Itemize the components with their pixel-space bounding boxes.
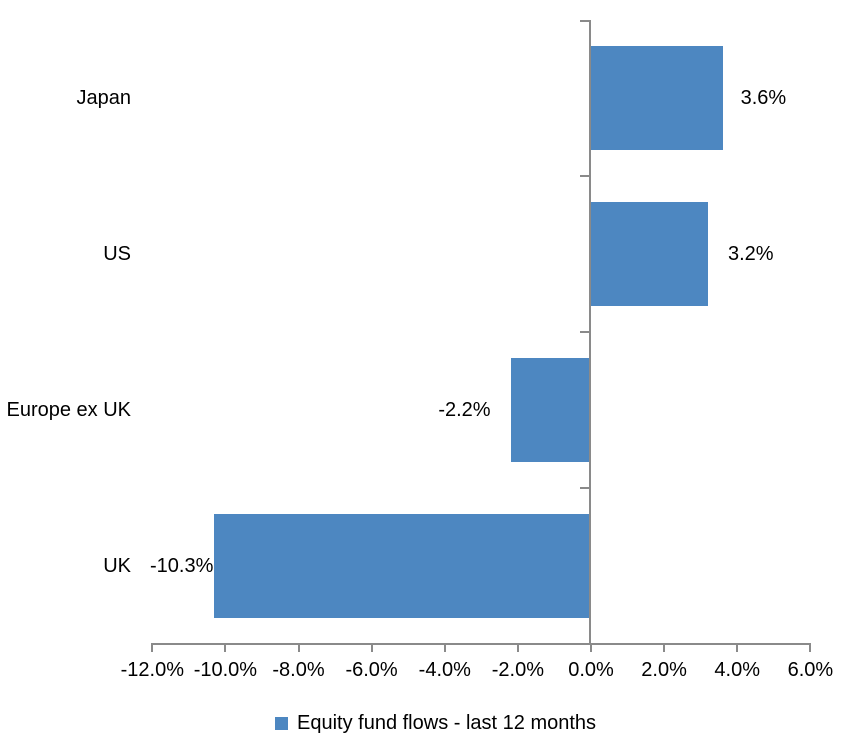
- bar-us: [591, 202, 708, 306]
- value-axis-label--6.0%: -6.0%: [345, 659, 398, 681]
- category-label-us: US: [103, 243, 131, 265]
- value-axis-line: [151, 643, 811, 645]
- category-label-europe-ex-uk: Europe ex UK: [6, 399, 131, 421]
- data-label-3.2%: 3.2%: [728, 243, 774, 265]
- category-axis-tick: [580, 175, 589, 177]
- category-label-uk: UK: [103, 555, 131, 577]
- value-axis-tick-6.0%: [809, 645, 812, 652]
- category-label-japan: Japan: [76, 87, 132, 109]
- value-axis-tick--8.0%: [297, 645, 300, 652]
- value-axis-tick--12.0%: [151, 645, 154, 652]
- data-label--10.3%: -10.3%: [150, 555, 214, 577]
- value-axis-label-2.0%: 2.0%: [641, 659, 687, 681]
- value-axis-tick-4.0%: [736, 645, 739, 652]
- category-axis-tick: [580, 331, 589, 333]
- category-axis-line: [589, 20, 591, 645]
- value-axis-tick-0.0%: [590, 645, 592, 652]
- bar-uk: [214, 514, 591, 618]
- value-axis-tick--2.0%: [516, 645, 519, 652]
- legend: Equity fund flows - last 12 months: [275, 710, 596, 737]
- bar-europe-ex-uk: [510, 358, 591, 462]
- legend-label: Equity fund flows - last 12 months: [297, 712, 597, 734]
- value-axis-label-6.0%: 6.0%: [787, 659, 834, 681]
- value-axis-label--8.0%: -8.0%: [272, 659, 325, 681]
- category-axis-tick: [580, 20, 589, 22]
- category-axis-tick: [580, 487, 589, 489]
- value-axis-label--12.0%: -12.0%: [120, 659, 184, 681]
- data-label--2.2%: -2.2%: [438, 399, 491, 421]
- value-axis-tick-2.0%: [663, 645, 666, 652]
- bar-japan: [591, 46, 723, 150]
- value-axis-label--4.0%: -4.0%: [418, 659, 471, 681]
- value-axis-label--2.0%: -2.0%: [491, 659, 545, 681]
- value-axis-label-0.0%: 0.0%: [568, 659, 614, 681]
- value-axis-tick--10.0%: [224, 645, 227, 652]
- value-axis-tick--4.0%: [443, 645, 446, 652]
- value-axis-label--10.0%: -10.0%: [193, 659, 258, 681]
- legend-swatch-icon: [275, 717, 288, 730]
- value-axis-label-4.0%: 4.0%: [714, 659, 760, 681]
- value-axis-tick--6.0%: [370, 645, 373, 652]
- data-label-3.6%: 3.6%: [740, 87, 787, 109]
